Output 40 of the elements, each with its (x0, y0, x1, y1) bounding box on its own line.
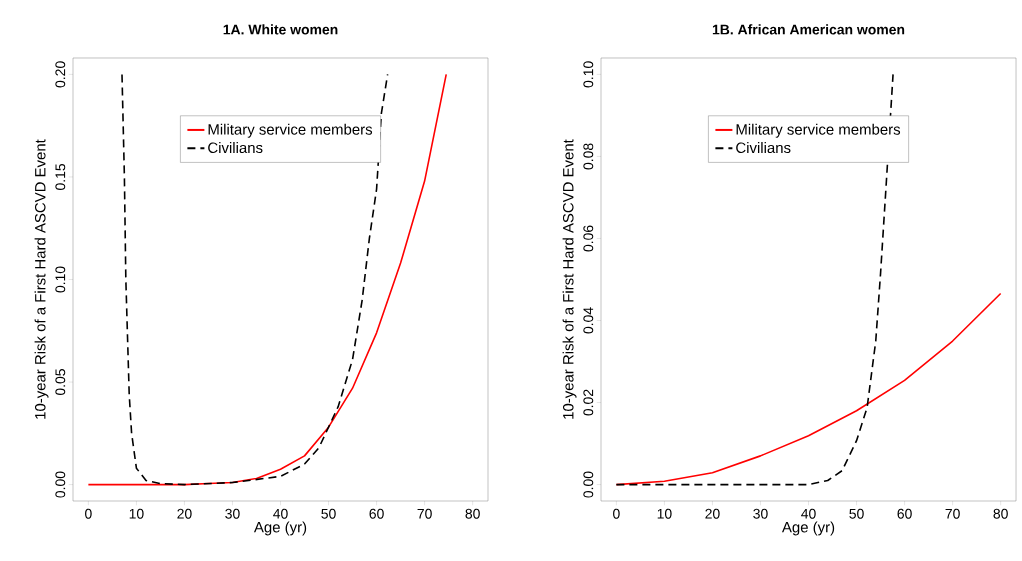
y-tick-label: 0.02 (583, 389, 594, 416)
y-axis-title: 10-year Risk of a First Hard ASCVD Event (562, 139, 577, 419)
legend-label: Civilians (736, 142, 791, 154)
y-axis-title: 10-year Risk of a First Hard ASCVD Event (34, 139, 49, 419)
chart-title: 1B. African American women (712, 24, 905, 35)
y-tick-label: 0.08 (583, 143, 594, 170)
x-tick-label: 20 (177, 508, 192, 519)
x-tick-label: 80 (465, 508, 480, 519)
x-tick-label: 50 (321, 508, 336, 519)
chart-title: 1A. White women (223, 24, 338, 35)
x-tick-label: 30 (753, 508, 768, 519)
y-tick-label: 0.06 (583, 225, 594, 252)
x-tick-label: 20 (705, 508, 720, 519)
y-tick-label: 0.04 (583, 307, 594, 334)
y-tick-label: 0.00 (55, 471, 66, 498)
y-tick-label: 0.05 (55, 369, 66, 396)
y-tick-label: 0.20 (55, 61, 66, 88)
x-tick-label: 0 (85, 508, 92, 519)
x-tick-label: 50 (849, 508, 864, 519)
y-tick-label: 0.10 (583, 61, 594, 88)
x-axis-title: Age (yr) (253, 521, 307, 536)
legend-label: Military service members (208, 123, 373, 138)
y-tick-label: 0.00 (583, 471, 594, 498)
y-tick-label: 0.15 (55, 163, 66, 190)
x-axis-title: Age (yr) (781, 521, 835, 536)
x-tick-label: 30 (225, 508, 240, 519)
legend-label: Military service members (736, 123, 901, 138)
x-tick-label: 0 (613, 508, 620, 519)
x-tick-label: 10 (129, 508, 144, 519)
line-series (121, 73, 389, 486)
x-tick-label: 40 (273, 508, 288, 519)
x-tick-label: 80 (993, 508, 1008, 519)
x-tick-label: 70 (945, 508, 960, 519)
x-tick-label: 40 (801, 508, 816, 519)
legend-label: Civilians (208, 142, 263, 154)
y-tick-label: 0.10 (55, 266, 66, 293)
x-tick-label: 70 (417, 508, 432, 519)
x-tick-label: 60 (369, 508, 384, 519)
x-tick-label: 10 (657, 508, 672, 519)
x-tick-label: 60 (897, 508, 912, 519)
